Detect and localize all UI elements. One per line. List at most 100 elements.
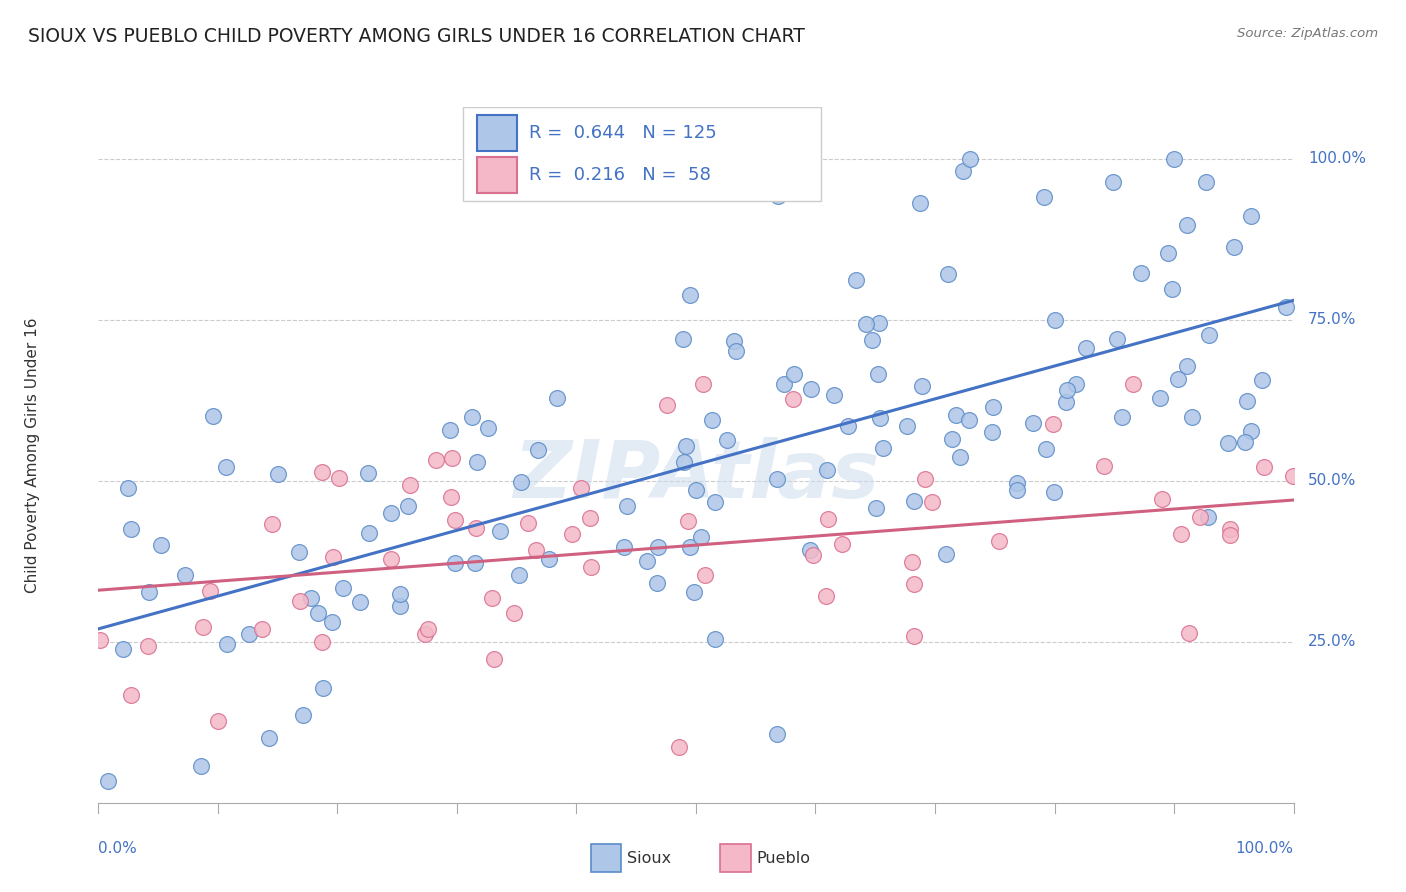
Point <box>311 635 333 649</box>
Point <box>1066 377 1088 392</box>
Point <box>461 409 484 424</box>
Point <box>89 633 111 648</box>
Point <box>389 587 412 601</box>
Point <box>935 548 957 562</box>
Point <box>290 594 312 608</box>
Point <box>900 555 922 569</box>
Point <box>1122 377 1144 392</box>
Point <box>949 450 972 464</box>
Point <box>481 591 503 605</box>
Text: 75.0%: 75.0% <box>1308 312 1357 327</box>
Point <box>396 500 419 514</box>
Point <box>1092 458 1115 473</box>
Point <box>679 288 702 302</box>
Point <box>465 521 488 535</box>
Point <box>349 594 371 608</box>
Point <box>260 517 283 532</box>
Text: 100.0%: 100.0% <box>1236 841 1294 856</box>
Point <box>723 334 745 349</box>
Point <box>489 524 512 539</box>
Point <box>321 615 343 630</box>
Point <box>1250 374 1272 388</box>
Point <box>983 400 1005 414</box>
Point <box>1111 409 1133 424</box>
Point <box>252 623 274 637</box>
Point <box>1240 424 1263 438</box>
Point <box>138 585 160 599</box>
Point <box>288 544 311 558</box>
Point <box>823 388 845 402</box>
Point <box>1222 240 1244 254</box>
Point <box>866 367 889 381</box>
Point <box>307 606 329 620</box>
Point <box>957 413 980 427</box>
Point <box>869 411 891 425</box>
Point <box>1150 492 1173 507</box>
Point <box>538 552 561 566</box>
Point <box>1175 359 1198 373</box>
Point <box>191 620 214 634</box>
Point <box>845 273 868 287</box>
Point <box>817 512 839 526</box>
Point <box>616 499 638 513</box>
Point <box>766 726 789 740</box>
Point <box>1022 416 1045 430</box>
Point <box>815 463 838 477</box>
Point <box>1178 626 1201 640</box>
Point <box>945 408 967 422</box>
Point <box>581 560 603 574</box>
Point <box>299 591 322 605</box>
Point <box>502 606 524 620</box>
Text: 100.0%: 100.0% <box>1308 151 1365 166</box>
Point <box>357 467 380 481</box>
Point <box>1175 218 1198 232</box>
Point <box>782 392 804 406</box>
Point <box>1167 372 1189 386</box>
Point <box>693 567 716 582</box>
Point <box>700 413 723 427</box>
Point <box>1005 476 1028 491</box>
Point <box>444 513 467 527</box>
Point <box>1197 510 1219 524</box>
Point <box>921 494 943 508</box>
Point <box>1219 528 1241 542</box>
Point <box>1035 442 1057 457</box>
Point <box>782 368 804 382</box>
Point <box>1160 282 1182 296</box>
Point <box>120 522 142 536</box>
Point <box>510 475 533 490</box>
Point <box>672 333 695 347</box>
Point <box>679 541 702 555</box>
Point <box>561 526 583 541</box>
Point <box>389 599 412 613</box>
Point <box>1218 436 1240 450</box>
Point <box>439 423 461 437</box>
Point <box>689 530 711 544</box>
Point <box>868 316 890 330</box>
FancyBboxPatch shape <box>477 157 517 193</box>
Point <box>1101 175 1123 189</box>
Point <box>117 481 139 495</box>
Text: 25.0%: 25.0% <box>1308 634 1357 649</box>
Point <box>1157 246 1180 260</box>
Point <box>831 537 853 551</box>
FancyBboxPatch shape <box>477 115 517 151</box>
Point <box>328 471 350 485</box>
Point <box>1188 509 1211 524</box>
Point <box>1074 341 1097 355</box>
Point <box>716 434 738 448</box>
Point <box>675 440 697 454</box>
Point <box>676 514 699 528</box>
Point <box>959 152 981 166</box>
Text: R =  0.644   N = 125: R = 0.644 N = 125 <box>529 124 717 143</box>
Point <box>380 552 402 566</box>
Point <box>668 740 690 755</box>
Point <box>441 451 464 466</box>
Point <box>941 432 963 446</box>
Point <box>1129 266 1152 280</box>
Point <box>413 627 436 641</box>
Point <box>1043 312 1066 326</box>
FancyBboxPatch shape <box>463 107 821 201</box>
Point <box>1054 395 1077 409</box>
Point <box>703 495 725 509</box>
